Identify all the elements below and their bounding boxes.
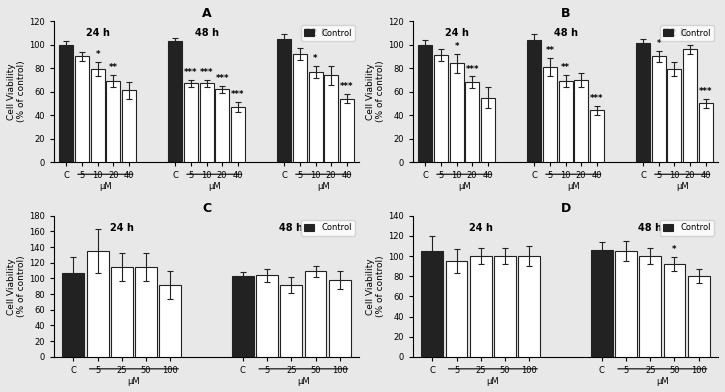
Bar xyxy=(122,91,136,162)
Text: μM: μM xyxy=(567,182,579,191)
Bar xyxy=(281,285,302,357)
Text: ***: *** xyxy=(231,91,244,100)
Bar xyxy=(184,83,198,162)
Text: 24 h: 24 h xyxy=(469,223,493,233)
Text: 24 h: 24 h xyxy=(86,28,109,38)
Text: 24 h: 24 h xyxy=(444,28,468,38)
Bar xyxy=(637,44,650,162)
Bar xyxy=(543,67,557,162)
Bar xyxy=(87,251,109,357)
Bar xyxy=(699,103,713,162)
Bar xyxy=(231,107,245,162)
Text: ***: *** xyxy=(465,65,479,74)
Bar xyxy=(418,45,432,162)
Bar xyxy=(278,39,291,162)
Bar xyxy=(59,45,73,162)
Bar xyxy=(75,56,89,162)
Bar xyxy=(62,273,84,357)
Y-axis label: Cell Viability
(% of control): Cell Viability (% of control) xyxy=(366,61,386,122)
Text: μM: μM xyxy=(317,182,330,191)
Text: 24 h: 24 h xyxy=(110,223,133,233)
Bar xyxy=(215,89,229,162)
Legend: Control: Control xyxy=(660,25,714,41)
Text: μM: μM xyxy=(458,182,471,191)
Y-axis label: Cell Viability
(% of control): Cell Viability (% of control) xyxy=(7,256,26,317)
Text: **: ** xyxy=(561,64,570,73)
Bar xyxy=(309,72,323,162)
Bar xyxy=(232,276,254,357)
Bar xyxy=(527,40,542,162)
Title: C: C xyxy=(202,201,211,214)
Bar xyxy=(668,69,682,162)
Legend: Control: Control xyxy=(301,220,355,236)
Bar xyxy=(293,54,307,162)
Text: **: ** xyxy=(109,64,117,73)
Bar xyxy=(683,49,697,162)
Bar xyxy=(518,256,540,357)
Text: *: * xyxy=(672,245,676,254)
Text: 48 h: 48 h xyxy=(279,223,303,233)
Text: *: * xyxy=(96,51,100,60)
Bar xyxy=(111,267,133,357)
Text: 48 h: 48 h xyxy=(638,223,662,233)
Bar xyxy=(615,251,637,357)
Text: μM: μM xyxy=(99,182,112,191)
Bar xyxy=(589,111,604,162)
Bar xyxy=(591,250,613,357)
Bar xyxy=(91,69,104,162)
Bar xyxy=(256,275,278,357)
Bar xyxy=(160,285,181,357)
Bar xyxy=(450,64,463,162)
Bar xyxy=(199,83,214,162)
Text: μM: μM xyxy=(128,377,140,386)
Y-axis label: Cell Viability
(% of control): Cell Viability (% of control) xyxy=(7,61,27,122)
Bar xyxy=(135,267,157,357)
Text: ***: *** xyxy=(215,74,229,83)
Bar xyxy=(329,280,351,357)
Text: μM: μM xyxy=(486,377,500,386)
Bar xyxy=(663,264,685,357)
Bar xyxy=(106,81,120,162)
Bar xyxy=(558,81,573,162)
Bar xyxy=(446,261,468,357)
Bar xyxy=(688,276,710,357)
Y-axis label: Cell Viability
(% of control): Cell Viability (% of control) xyxy=(366,256,386,317)
Bar xyxy=(168,41,183,162)
Text: ***: *** xyxy=(200,68,213,77)
Text: μM: μM xyxy=(297,377,310,386)
Bar xyxy=(652,56,666,162)
Text: μM: μM xyxy=(676,182,689,191)
Bar xyxy=(470,256,492,357)
Text: μM: μM xyxy=(208,182,220,191)
Bar xyxy=(421,251,443,357)
Title: B: B xyxy=(560,7,571,20)
Bar xyxy=(574,80,588,162)
Legend: Control: Control xyxy=(301,25,355,41)
Text: 48 h: 48 h xyxy=(553,28,578,38)
Text: μM: μM xyxy=(656,377,668,386)
Text: *: * xyxy=(455,42,459,51)
Text: ***: *** xyxy=(699,87,713,96)
Text: ***: *** xyxy=(590,94,603,103)
Text: *: * xyxy=(313,54,318,63)
Bar xyxy=(465,82,479,162)
Text: **: ** xyxy=(545,46,555,55)
Bar xyxy=(434,55,448,162)
Bar xyxy=(339,99,354,162)
Text: *: * xyxy=(657,39,661,48)
Text: 48 h: 48 h xyxy=(194,28,218,38)
Bar xyxy=(481,98,494,162)
Text: ***: *** xyxy=(184,68,198,77)
Title: D: D xyxy=(560,201,571,214)
Bar xyxy=(494,256,516,357)
Title: A: A xyxy=(202,7,212,20)
Bar xyxy=(304,271,326,357)
Legend: Control: Control xyxy=(660,220,714,236)
Text: 72 h: 72 h xyxy=(663,28,687,38)
Bar xyxy=(639,256,661,357)
Text: 72 h: 72 h xyxy=(304,28,328,38)
Text: ***: *** xyxy=(340,82,353,91)
Bar xyxy=(324,75,338,162)
